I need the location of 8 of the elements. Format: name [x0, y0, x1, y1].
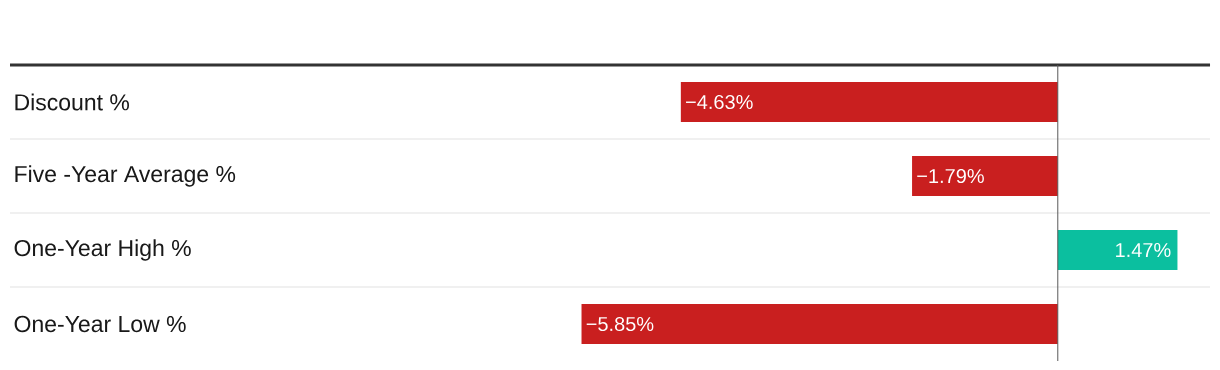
data-label: −5.85% — [586, 316, 654, 332]
y-tick-label: Discount % — [15, 93, 130, 111]
y-tick-label: One-Year High % — [14, 239, 191, 261]
data-label: 1.47% — [1116, 243, 1171, 257]
y-tick-label: Five -Year Average % — [15, 165, 236, 187]
data-label: −4.63% — [686, 94, 753, 110]
data-label: −1.79% — [917, 168, 984, 184]
y-tick-label: One-Year Low % — [14, 315, 186, 333]
